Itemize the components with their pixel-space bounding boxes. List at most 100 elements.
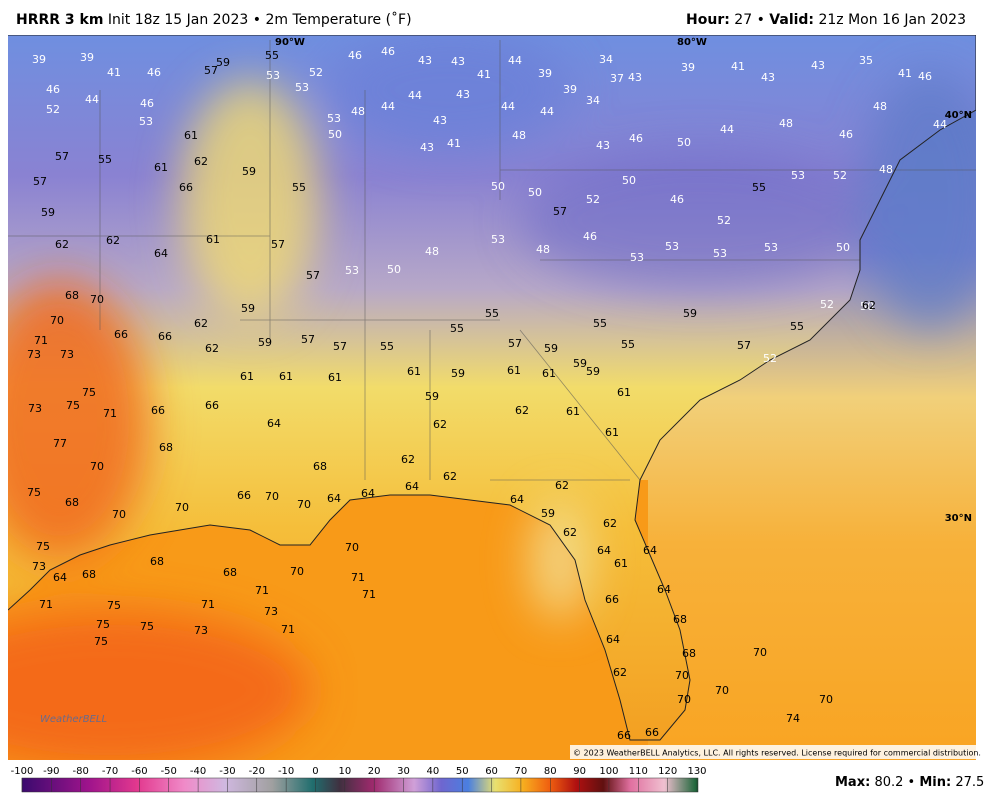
shading [8, 35, 976, 760]
station-value: 43 [420, 141, 434, 154]
station-value: 53 [266, 69, 280, 82]
station-value: 57 [333, 340, 347, 353]
lon-label: 90°W [275, 37, 305, 48]
station-value: 52 [309, 66, 323, 79]
station-value: 71 [39, 598, 53, 611]
colorbar-label: 120 [658, 766, 677, 777]
colorbar-label: -30 [219, 766, 235, 777]
colorbar-label: -90 [43, 766, 59, 777]
station-value: 68 [65, 289, 79, 302]
station-value: 62 [555, 479, 569, 492]
station-value: 57 [271, 238, 285, 251]
station-value: 43 [456, 88, 470, 101]
valid-label: Valid: [769, 12, 815, 28]
colorbar [21, 777, 699, 793]
station-value: 70 [175, 501, 189, 514]
station-value: 70 [753, 646, 767, 659]
station-value: 75 [107, 599, 121, 612]
station-value: 74 [786, 712, 800, 725]
sep: • [756, 12, 765, 28]
station-value: 50 [328, 128, 342, 141]
station-value: 57 [301, 333, 315, 346]
station-value: 75 [27, 486, 41, 499]
station-value: 53 [295, 81, 309, 94]
colorbar-label: -100 [11, 766, 34, 777]
station-value: 66 [617, 729, 631, 742]
hour-label: Hour: [686, 12, 730, 28]
station-value: 57 [508, 337, 522, 350]
colorbar-label: 20 [368, 766, 381, 777]
colorbar-label: 40 [427, 766, 440, 777]
colorbar-label: 110 [629, 766, 648, 777]
station-value: 59 [586, 365, 600, 378]
station-value: 53 [491, 233, 505, 246]
station-value: 52 [833, 169, 847, 182]
station-value: 44 [501, 100, 515, 113]
station-value: 44 [720, 123, 734, 136]
station-value: 43 [761, 71, 775, 84]
station-value: 62 [862, 299, 876, 312]
station-value: 55 [292, 181, 306, 194]
min-label: Min: [919, 775, 951, 790]
station-value: 75 [140, 620, 154, 633]
station-value: 66 [151, 404, 165, 417]
station-value: 59 [41, 206, 55, 219]
station-value: 48 [873, 100, 887, 113]
coastline [8, 35, 976, 741]
station-value: 71 [362, 588, 376, 601]
station-value: 44 [85, 93, 99, 106]
lon-label: 80°W [677, 37, 707, 48]
station-value: 64 [643, 544, 657, 557]
station-value: 48 [425, 245, 439, 258]
station-value: 50 [387, 263, 401, 276]
station-value: 62 [515, 404, 529, 417]
colorbar-label: 0 [312, 766, 318, 777]
model: HRRR 3 km [16, 12, 104, 28]
station-value: 53 [630, 251, 644, 264]
station-value: 57 [55, 150, 69, 163]
station-value: 53 [345, 264, 359, 277]
station-value: 64 [327, 492, 341, 505]
colorbar-label: 100 [599, 766, 618, 777]
station-value: 55 [621, 338, 635, 351]
station-value: 73 [60, 348, 74, 361]
station-value: 71 [201, 598, 215, 611]
station-value: 66 [237, 489, 251, 502]
sep: • [908, 775, 916, 790]
station-value: 57 [204, 64, 218, 77]
station-value: 62 [603, 517, 617, 530]
station-value: 53 [327, 112, 341, 125]
station-value: 44 [933, 118, 947, 131]
colorbar-label: -20 [249, 766, 265, 777]
station-value: 68 [223, 566, 237, 579]
colorbar-label: 90 [573, 766, 586, 777]
station-value: 61 [566, 405, 580, 418]
station-value: 73 [264, 605, 278, 618]
station-value: 57 [737, 339, 751, 352]
colorbar-label: 30 [397, 766, 410, 777]
station-value: 70 [715, 684, 729, 697]
station-value: 62 [433, 418, 447, 431]
station-value: 59 [541, 507, 555, 520]
colorbar-label: -70 [102, 766, 118, 777]
station-value: 53 [791, 169, 805, 182]
header-left: HRRR 3 km Init 18z 15 Jan 2023 • 2m Temp… [16, 12, 412, 28]
station-value: 73 [194, 624, 208, 637]
station-value: 43 [811, 59, 825, 72]
sep: • [252, 12, 261, 28]
station-value: 61 [605, 426, 619, 439]
station-value: 50 [491, 180, 505, 193]
station-value: 39 [563, 83, 577, 96]
station-value: 41 [477, 68, 491, 81]
station-value: 59 [242, 165, 256, 178]
station-value: 70 [297, 498, 311, 511]
station-value: 53 [713, 247, 727, 260]
hour: 27 [734, 12, 753, 28]
station-value: 62 [443, 470, 457, 483]
colorbar-label: 60 [485, 766, 498, 777]
station-value: 59 [425, 390, 439, 403]
station-value: 39 [538, 67, 552, 80]
station-value: 66 [205, 399, 219, 412]
station-value: 64 [53, 571, 67, 584]
